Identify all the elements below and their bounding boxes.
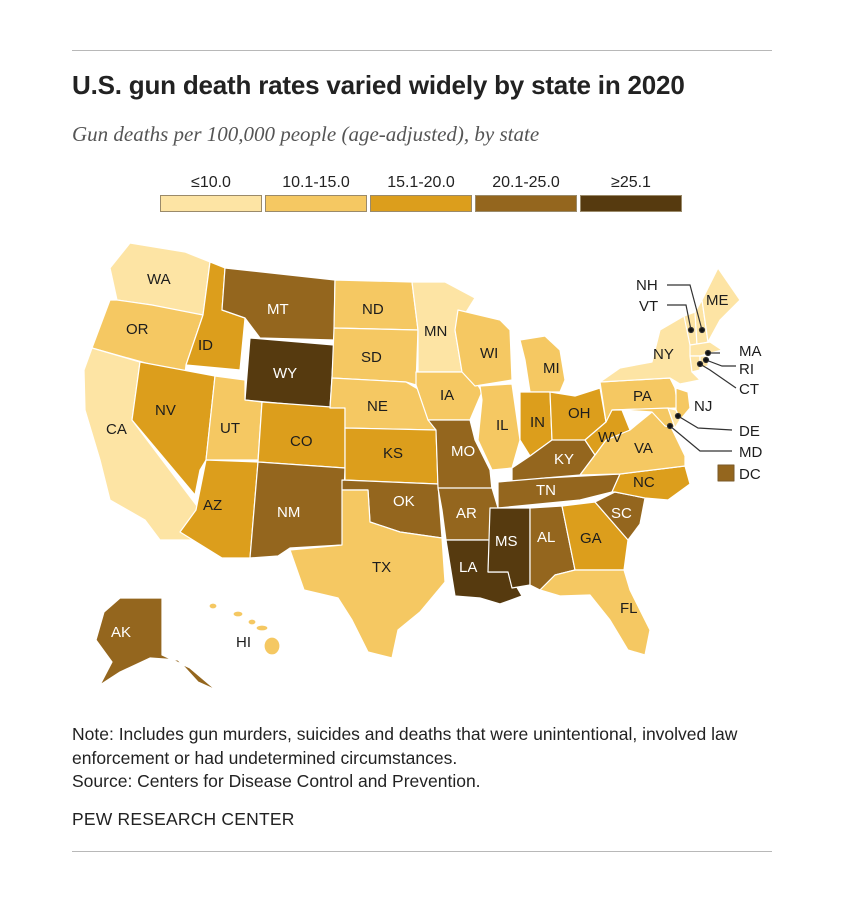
state-label-co: CO <box>290 433 313 450</box>
chart-title: U.S. gun death rates varied widely by st… <box>72 70 685 100</box>
state-ct <box>689 355 701 373</box>
state-label-ky: KY <box>554 451 574 468</box>
state-label-nj: NJ <box>694 398 712 415</box>
legend-label: ≥25.1 <box>611 174 651 191</box>
state-de <box>667 407 681 429</box>
legend-swatch <box>265 195 367 212</box>
state-label-mt: MT <box>267 301 289 318</box>
legend-swatch <box>370 195 472 212</box>
state-label-wi: WI <box>480 345 498 362</box>
state-label-wv: WV <box>598 429 622 446</box>
state-label-ia: IA <box>440 387 454 404</box>
legend-label: 20.1-25.0 <box>492 174 560 191</box>
state-mo <box>427 419 493 491</box>
state-label-pa: PA <box>633 388 652 405</box>
dc-swatch <box>717 464 735 482</box>
state-label-ne: NE <box>367 398 388 415</box>
state-label-tn: TN <box>536 482 556 499</box>
callout-leaders <box>666 284 737 452</box>
state-ny <box>599 315 701 385</box>
legend-swatch <box>160 195 262 212</box>
state-label-id: ID <box>198 337 213 354</box>
state-label-ms: MS <box>495 533 518 550</box>
state-label-ks: KS <box>383 445 403 462</box>
state-mi <box>519 335 566 393</box>
state-hi <box>208 602 281 656</box>
legend-label: ≤10.0 <box>191 174 231 191</box>
chart-subtitle: Gun deaths per 100,000 people (age-adjus… <box>72 122 540 146</box>
state-label-wy: WY <box>273 365 297 382</box>
state-label-me: ME <box>706 292 729 309</box>
state-label-fl: FL <box>620 600 638 617</box>
brand-name: PEW RESEARCH CENTER <box>72 809 295 829</box>
state-tx <box>289 489 446 659</box>
state-label-va: VA <box>634 440 653 457</box>
state-label-nh: NH <box>636 277 658 294</box>
legend-item-4: 20.1-25.0 <box>475 172 577 212</box>
state-label-ak: AK <box>111 624 131 641</box>
state-label-al: AL <box>537 529 555 546</box>
state-label-tx: TX <box>372 559 391 576</box>
state-label-ar: AR <box>456 505 477 522</box>
state-wi <box>454 309 513 387</box>
top-rule <box>72 50 772 51</box>
state-sc <box>594 491 646 541</box>
legend-swatch <box>475 195 577 212</box>
state-me <box>701 267 741 343</box>
state-label-il: IL <box>496 417 509 434</box>
state-label-mo: MO <box>451 443 475 460</box>
state-label-nm: NM <box>277 504 300 521</box>
legend-swatch <box>580 195 682 212</box>
state-label-ny: NY <box>653 346 674 363</box>
legend-label: 15.1-20.0 <box>387 174 455 191</box>
state-label-ct: CT <box>739 381 759 398</box>
state-label-or: OR <box>126 321 149 338</box>
state-label-dc: DC <box>739 466 761 483</box>
state-label-nc: NC <box>633 474 655 491</box>
state-label-in: IN <box>530 414 545 431</box>
chart-source: Source: Centers for Disease Control and … <box>72 771 481 791</box>
state-label-az: AZ <box>203 497 222 514</box>
legend-item-2: 10.1-15.0 <box>265 172 367 212</box>
legend: ≤10.0 10.1-15.0 15.1-20.0 20.1-25.0 ≥25.… <box>160 172 690 216</box>
state-label-sc: SC <box>611 505 632 522</box>
state-label-sd: SD <box>361 349 382 366</box>
state-label-nd: ND <box>362 301 384 318</box>
state-label-vt: VT <box>639 298 658 315</box>
state-label-ga: GA <box>580 530 602 547</box>
state-label-wa: WA <box>147 271 171 288</box>
legend-item-3: 15.1-20.0 <box>370 172 472 212</box>
state-label-ri: RI <box>739 361 754 378</box>
state-il <box>477 383 521 471</box>
legend-item-5: ≥25.1 <box>580 172 682 212</box>
state-label-nv: NV <box>155 402 176 419</box>
state-ak <box>95 597 217 691</box>
state-label-oh: OH <box>568 405 591 422</box>
state-label-mi: MI <box>543 360 560 377</box>
state-nj <box>675 387 691 421</box>
state-label-ma: MA <box>739 343 762 360</box>
state-label-ok: OK <box>393 493 415 510</box>
legend-label: 10.1-15.0 <box>282 174 350 191</box>
state-label-md: MD <box>739 444 762 461</box>
state-label-la: LA <box>459 559 477 576</box>
state-sd <box>331 327 419 386</box>
state-label-de: DE <box>739 423 760 440</box>
state-label-hi: HI <box>236 634 251 651</box>
state-label-ca: CA <box>106 421 127 438</box>
bottom-rule <box>72 851 772 852</box>
state-label-mn: MN <box>424 323 447 340</box>
state-label-ut: UT <box>220 420 240 437</box>
chart-note: Note: Includes gun murders, suicides and… <box>72 724 738 768</box>
legend-item-1: ≤10.0 <box>160 172 262 212</box>
state-ga <box>561 501 629 571</box>
state-fl <box>539 569 651 656</box>
